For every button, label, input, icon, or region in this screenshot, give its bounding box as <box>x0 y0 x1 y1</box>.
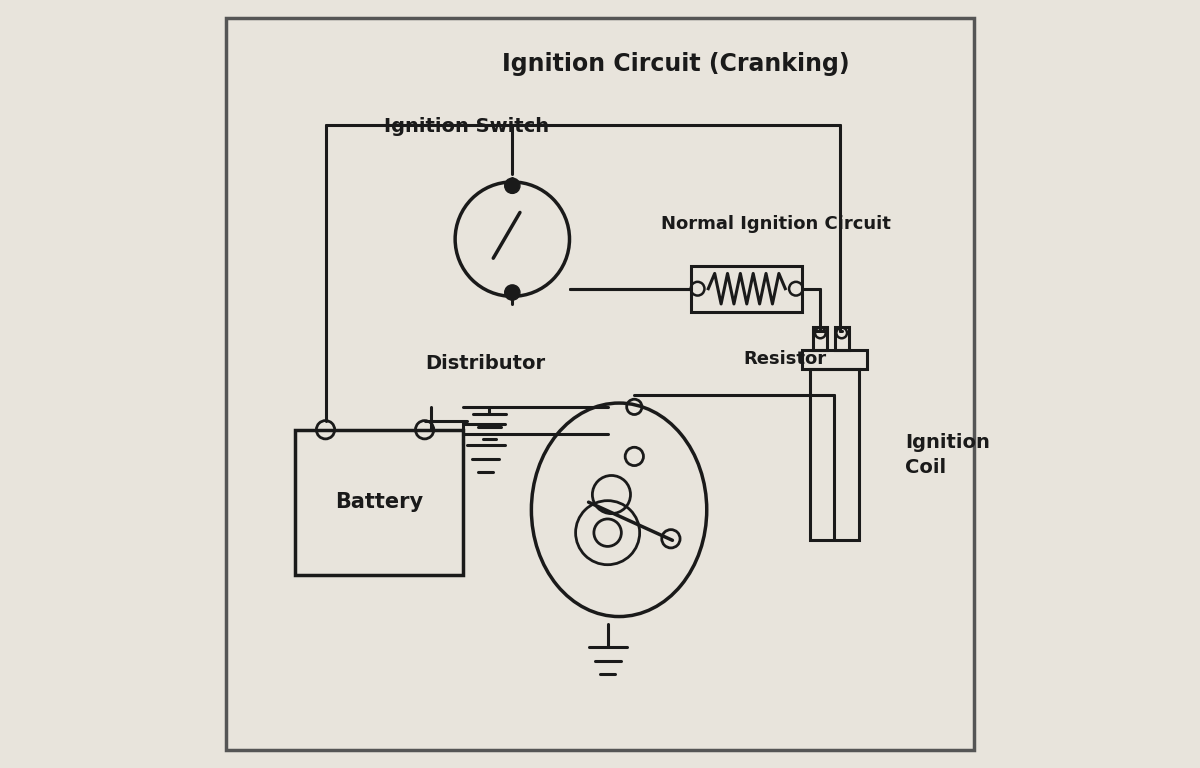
Circle shape <box>505 285 520 300</box>
Bar <box>295 430 463 574</box>
Text: Normal Ignition Circuit: Normal Ignition Circuit <box>661 215 890 233</box>
Circle shape <box>505 178 520 194</box>
Text: Ignition Circuit (Cranking): Ignition Circuit (Cranking) <box>503 51 850 76</box>
Text: Resistor: Resistor <box>743 349 827 368</box>
Bar <box>691 266 802 312</box>
Text: Ignition Switch: Ignition Switch <box>384 118 550 136</box>
Text: Distributor: Distributor <box>426 353 546 372</box>
Bar <box>802 349 866 369</box>
Bar <box>835 327 848 349</box>
Bar <box>810 369 859 541</box>
Bar <box>814 327 827 349</box>
Text: Battery: Battery <box>335 492 422 512</box>
Text: Ignition
Coil: Ignition Coil <box>905 432 990 476</box>
